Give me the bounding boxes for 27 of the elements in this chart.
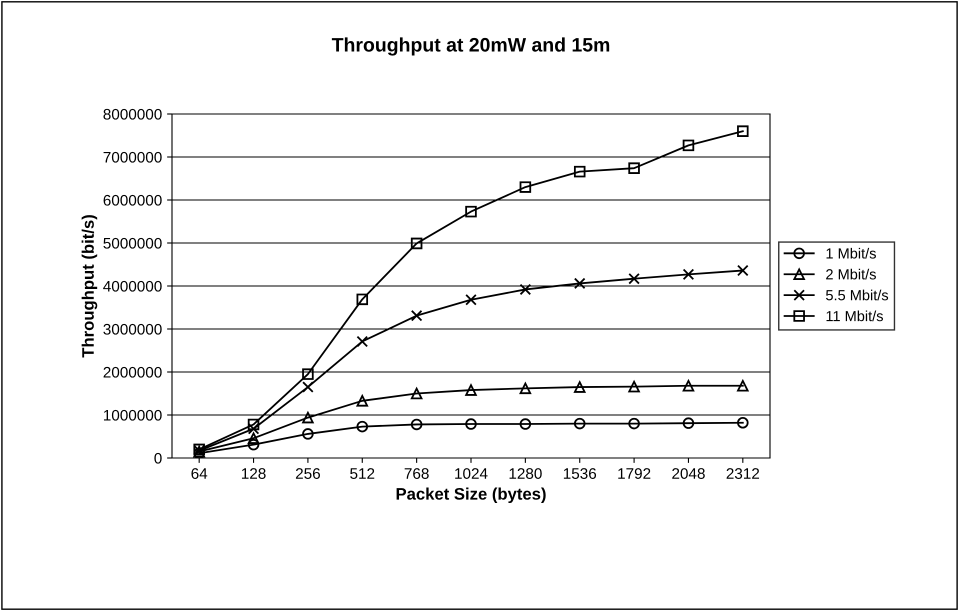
x-tick-label: 512 xyxy=(350,468,374,479)
legend-label: 2 Mbit/s xyxy=(826,268,876,280)
x-tick-label: 64 xyxy=(191,468,208,479)
y-tick-label: 0 xyxy=(154,452,162,464)
y-tick-label: 5000000 xyxy=(103,238,162,249)
legend-label: 1 Mbit/s xyxy=(826,248,876,259)
legend-label: 11 Mbit/s xyxy=(826,310,883,322)
x-tick-label: 2312 xyxy=(726,468,760,479)
x-tick-label: 1792 xyxy=(618,468,650,479)
y-tick-label: 8000000 xyxy=(103,108,162,120)
x-tick-label: 1024 xyxy=(455,468,488,479)
y-axis-title: Throughput (bit/s) xyxy=(82,215,98,358)
x-tick-label: 128 xyxy=(242,468,266,479)
x-tick-label: 2048 xyxy=(672,468,705,479)
y-tick-label: 4000000 xyxy=(103,280,162,292)
x-tick-label: 1536 xyxy=(564,468,596,479)
y-tick-label: 7000000 xyxy=(104,152,162,163)
x-tick-label: 256 xyxy=(296,468,320,479)
x-tick-label: 768 xyxy=(404,468,429,479)
chart-title: Throughput at 20mW and 15m xyxy=(332,37,610,56)
y-tick-label: 2000000 xyxy=(104,366,162,378)
y-tick-label: 6000000 xyxy=(104,194,162,206)
legend-label: 5.5 Mbit/s xyxy=(826,290,888,300)
y-tick-label: 3000000 xyxy=(103,324,162,335)
y-tick-label: 1000000 xyxy=(104,410,162,421)
x-tick-label: 1280 xyxy=(510,468,542,479)
x-axis-title: Packet Size (bytes) xyxy=(396,488,546,504)
